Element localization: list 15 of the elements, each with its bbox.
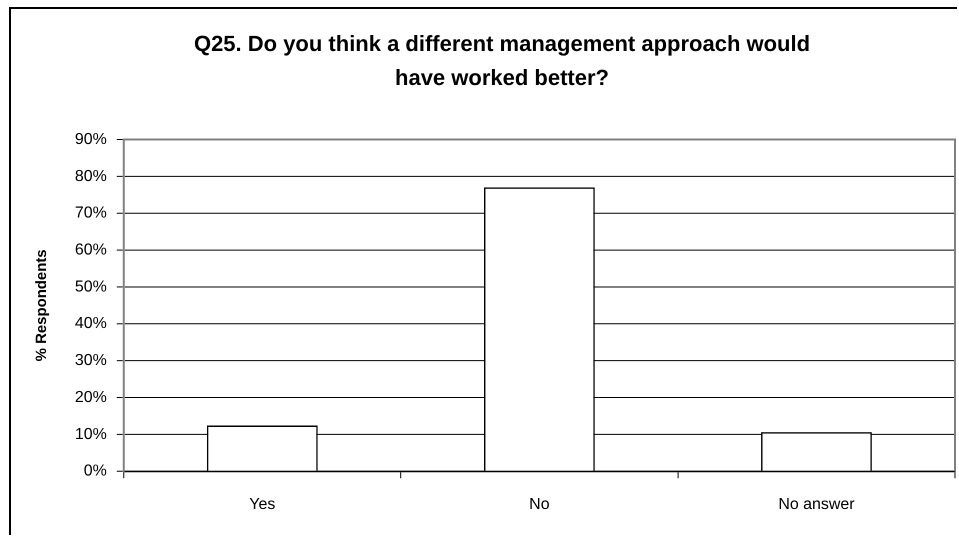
y-tick-label: 90% <box>74 130 107 148</box>
y-tick-label: 80% <box>74 168 107 185</box>
y-tick-label: 40% <box>74 315 107 332</box>
y-tick-label: 70% <box>74 204 107 222</box>
y-tick-label: 30% <box>74 352 107 370</box>
y-tick-label: 60% <box>74 241 107 258</box>
y-tick-label: 10% <box>74 426 107 443</box>
y-tick-label: 50% <box>74 278 107 296</box>
chart-title: Q25. Do you think a different management approach would have worked better? <box>192 30 812 92</box>
y-tick-label: 20% <box>74 388 107 406</box>
x-tick-label: Yes <box>249 496 276 514</box>
y-tick-label: 0% <box>84 462 107 480</box>
x-tick-label: No <box>529 496 550 514</box>
x-tick-label: No answer <box>778 496 856 514</box>
y-axis-title: % Respondents <box>33 249 50 362</box>
